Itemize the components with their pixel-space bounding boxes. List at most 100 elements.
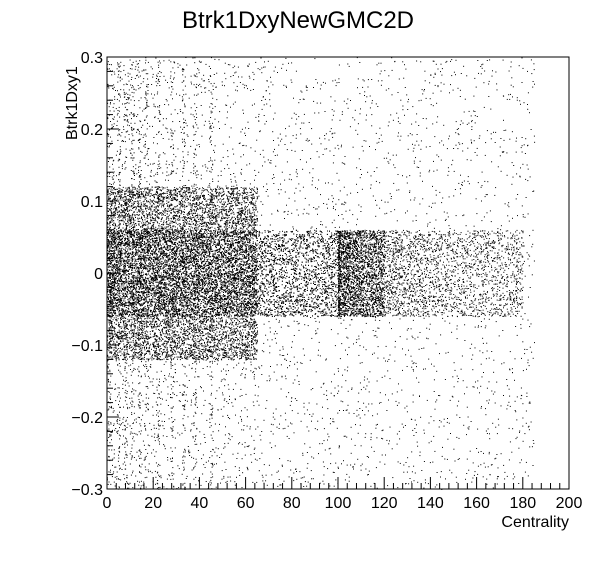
scatter-point: [218, 271, 219, 272]
scatter-point: [126, 285, 127, 286]
scatter-point: [203, 249, 204, 250]
scatter-point: [123, 352, 124, 353]
scatter-point: [159, 230, 160, 231]
scatter-point: [193, 328, 194, 329]
scatter-point: [117, 358, 118, 359]
scatter-point: [229, 357, 230, 358]
scatter-point: [125, 331, 126, 332]
scatter-point: [191, 331, 192, 332]
scatter-point: [252, 200, 253, 201]
scatter-point: [124, 200, 125, 201]
scatter-point: [245, 206, 246, 207]
scatter-point: [257, 351, 258, 352]
scatter-point: [170, 311, 171, 312]
scatter-point: [222, 267, 223, 268]
scatter-point: [213, 276, 214, 277]
scatter-point: [238, 255, 239, 256]
scatter-point: [175, 328, 176, 329]
scatter-point: [121, 327, 122, 328]
scatter-point: [129, 266, 130, 267]
scatter-point: [196, 310, 197, 311]
scatter-point: [141, 202, 142, 203]
scatter-point: [196, 195, 197, 196]
scatter-point: [124, 278, 125, 279]
scatter-point: [241, 284, 242, 285]
scatter-point: [135, 278, 136, 279]
scatter-point: [190, 200, 191, 201]
scatter-point: [253, 333, 254, 334]
scatter-point: [159, 341, 160, 342]
scatter-point: [108, 319, 109, 320]
scatter-point: [168, 191, 169, 192]
scatter-point: [185, 310, 186, 311]
scatter-point: [250, 231, 251, 232]
scatter-point: [253, 235, 254, 236]
scatter-point: [229, 317, 230, 318]
scatter-point: [189, 204, 190, 205]
scatter-point: [185, 202, 186, 203]
scatter-point: [137, 212, 138, 213]
scatter-point: [199, 255, 200, 256]
scatter-point: [230, 219, 231, 220]
scatter-point: [254, 205, 255, 206]
scatter-point: [225, 225, 226, 226]
scatter-point: [163, 319, 164, 320]
scatter-point: [256, 258, 257, 259]
scatter-point: [184, 288, 185, 289]
scatter-point: [246, 196, 247, 197]
scatter-point: [249, 188, 250, 189]
scatter-point: [190, 216, 191, 217]
scatter-point: [251, 221, 252, 222]
scatter-point: [199, 357, 200, 358]
scatter-point: [225, 289, 226, 290]
scatter-point: [180, 359, 181, 360]
scatter-point: [147, 307, 148, 308]
scatter-point: [205, 243, 206, 244]
scatter-point: [238, 197, 239, 198]
scatter-point: [151, 265, 152, 266]
scatter-point: [119, 250, 120, 251]
scatter-point: [118, 211, 119, 212]
scatter-point: [132, 189, 133, 190]
scatter-point: [255, 224, 256, 225]
scatter-point: [197, 315, 198, 316]
scatter-point: [192, 235, 193, 236]
scatter-point: [217, 214, 218, 215]
scatter-point: [154, 317, 155, 318]
scatter-point: [114, 339, 115, 340]
scatter-point: [253, 194, 254, 195]
scatter-point: [152, 205, 153, 206]
scatter-point: [224, 278, 225, 279]
scatter-point: [116, 189, 117, 190]
scatter-point: [161, 330, 162, 331]
scatter-point: [208, 276, 209, 277]
scatter-point: [249, 329, 250, 330]
scatter-point: [248, 227, 249, 228]
scatter-point: [157, 210, 158, 211]
scatter-point: [110, 227, 111, 228]
scatter-point: [192, 319, 193, 320]
scatter-point: [190, 292, 191, 293]
scatter-point: [197, 200, 198, 201]
scatter-point: [138, 231, 139, 232]
scatter-point: [203, 242, 204, 243]
scatter-point: [192, 338, 193, 339]
scatter-point: [206, 305, 207, 306]
scatter-point: [156, 315, 157, 316]
scatter-point: [109, 294, 110, 295]
scatter-point: [219, 192, 220, 193]
scatter-point: [255, 274, 256, 275]
scatter-point: [224, 304, 225, 305]
scatter-point: [130, 319, 131, 320]
scatter-point: [144, 357, 145, 358]
scatter-point: [140, 266, 141, 267]
scatter-point: [154, 228, 155, 229]
scatter-point: [161, 247, 162, 248]
scatter-point: [236, 335, 237, 336]
scatter-point: [254, 198, 255, 199]
scatter-point: [150, 257, 151, 258]
scatter-point: [179, 274, 180, 275]
scatter-point: [236, 198, 237, 199]
scatter-point: [188, 199, 189, 200]
scatter-point: [235, 203, 236, 204]
